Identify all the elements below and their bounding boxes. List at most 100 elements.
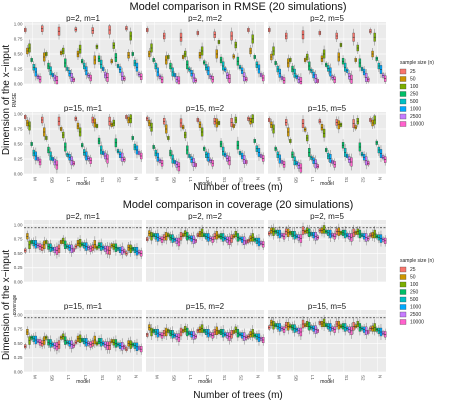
legend-entry: 10000 (410, 122, 424, 128)
legend-entry: 250 (410, 290, 419, 296)
legend-entry: 2500 (410, 312, 421, 318)
facet-strip (146, 104, 264, 112)
facet-x-label: model (320, 379, 334, 385)
facet-label: p=2, m=1 (66, 212, 100, 221)
x-tick-label: S1 (100, 375, 105, 381)
facet-strip (268, 104, 386, 112)
y-tick-label: 0.25 (14, 265, 23, 270)
facet-strip (24, 104, 142, 112)
box-10000 (55, 76, 59, 85)
legend-swatch (399, 76, 407, 82)
facet-label: p=2, m=5 (310, 14, 344, 23)
y-tick-label: 0.25 (14, 157, 23, 162)
x-tick-label: L2 (205, 375, 210, 381)
x-tick-label: L1 (188, 177, 193, 183)
x-tick-label: L2 (83, 177, 88, 183)
x-tick-label: M (154, 177, 159, 181)
x-tick-label: S2 (361, 375, 366, 381)
x-axis-title-coverage: Number of trees (m) (193, 390, 282, 401)
facet-x-label: model (76, 379, 90, 385)
y-tick-label: 0.75 (14, 127, 23, 132)
facet-label: p=15, m=1 (64, 302, 103, 311)
facet-label: p=15, m=5 (308, 104, 347, 113)
facet-x-label: model (76, 181, 90, 187)
facet-label: p=15, m=1 (64, 104, 103, 113)
x-tick-label: S2 (361, 177, 366, 183)
x-tick-label: L1 (66, 177, 71, 183)
legend-title: sample size (n) (400, 60, 434, 66)
x-tick-label: SB (171, 177, 176, 183)
facet-strip (268, 212, 386, 220)
facet-label: p=15, m=2 (186, 302, 225, 311)
y-tick-label: 0.75 (14, 37, 23, 42)
x-tick-label: SB (171, 375, 176, 381)
legend-swatch (399, 319, 407, 325)
legend-swatch (399, 68, 407, 75)
x-tick-label: M (32, 375, 37, 379)
x-tick-label: L2 (205, 177, 210, 183)
y-tick-label: 0.50 (14, 142, 23, 147)
inner-axis-label-coverage: coverage (12, 295, 18, 316)
legend-swatch (399, 296, 407, 303)
legend-title: sample size (n) (400, 258, 434, 264)
legend-swatch (399, 304, 407, 310)
legend-swatch (399, 281, 407, 288)
legend-swatch (399, 91, 407, 97)
y-tick-label: 0.50 (14, 251, 23, 256)
y-axis-title-coverage: Dimension of the x−input (1, 250, 12, 361)
y-tick-label: 1.00 (14, 22, 23, 27)
facet-strip (24, 212, 142, 220)
facet-label: p=2, m=5 (310, 212, 344, 221)
x-tick-label: L1 (188, 375, 193, 381)
legend-swatch (399, 113, 407, 120)
x-tick-label: N (256, 177, 261, 180)
x-tick-label: L2 (327, 177, 332, 183)
legend-swatch (399, 266, 407, 273)
x-tick-label: S2 (117, 177, 122, 183)
facet-label: p=15, m=5 (308, 302, 347, 311)
x-tick-label: L1 (310, 177, 315, 183)
x-tick-label: L2 (327, 375, 332, 381)
x-tick-label: N (378, 375, 383, 378)
legend-swatch (399, 98, 407, 105)
legend-entry: 25 (410, 69, 416, 75)
facet-strip (268, 302, 386, 310)
x-tick-label: M (276, 375, 281, 379)
legend-entry: 100 (410, 84, 419, 90)
x-tick-label: S2 (239, 375, 244, 381)
y-tick-label: 0.00 (14, 280, 23, 285)
x-tick-label: SB (49, 375, 54, 381)
x-tick-label: SB (49, 177, 54, 183)
x-tick-label: S2 (117, 375, 122, 381)
x-tick-label: SB (293, 177, 298, 183)
legend-entry: 2500 (410, 114, 421, 120)
y-tick-label: 0.00 (14, 172, 23, 177)
x-tick-label: S1 (344, 375, 349, 381)
box-10000 (177, 76, 181, 85)
legend-entry: 500 (410, 99, 419, 105)
y-tick-label: 0.50 (14, 52, 23, 57)
x-tick-label: M (276, 177, 281, 181)
legend-entry: 50 (410, 77, 416, 83)
facet-label: p=2, m=1 (66, 14, 100, 23)
x-tick-label: M (154, 375, 159, 379)
y-tick-label: 1.00 (14, 312, 23, 317)
legend-entry: 1000 (410, 305, 421, 311)
y-tick-label: 0.75 (14, 327, 23, 332)
legend-entry: 100 (410, 282, 419, 288)
chart-title-rmse: Model comparison in RMSE (20 simulations… (129, 1, 346, 13)
facet-label: p=2, m=2 (188, 212, 222, 221)
x-tick-label: M (32, 177, 37, 181)
facet-label: p=15, m=2 (186, 104, 225, 113)
legend-swatch (399, 106, 407, 112)
legend-entry: 1000 (410, 107, 421, 113)
legend-entry: 500 (410, 297, 419, 303)
x-tick-label: S1 (222, 177, 227, 183)
legend-swatch (399, 311, 407, 318)
x-tick-label: L1 (66, 375, 71, 381)
facet-x-label: model (198, 379, 212, 385)
facet-strip (146, 302, 264, 310)
facet-strip (24, 14, 142, 22)
legend-entry: 50 (410, 275, 416, 281)
